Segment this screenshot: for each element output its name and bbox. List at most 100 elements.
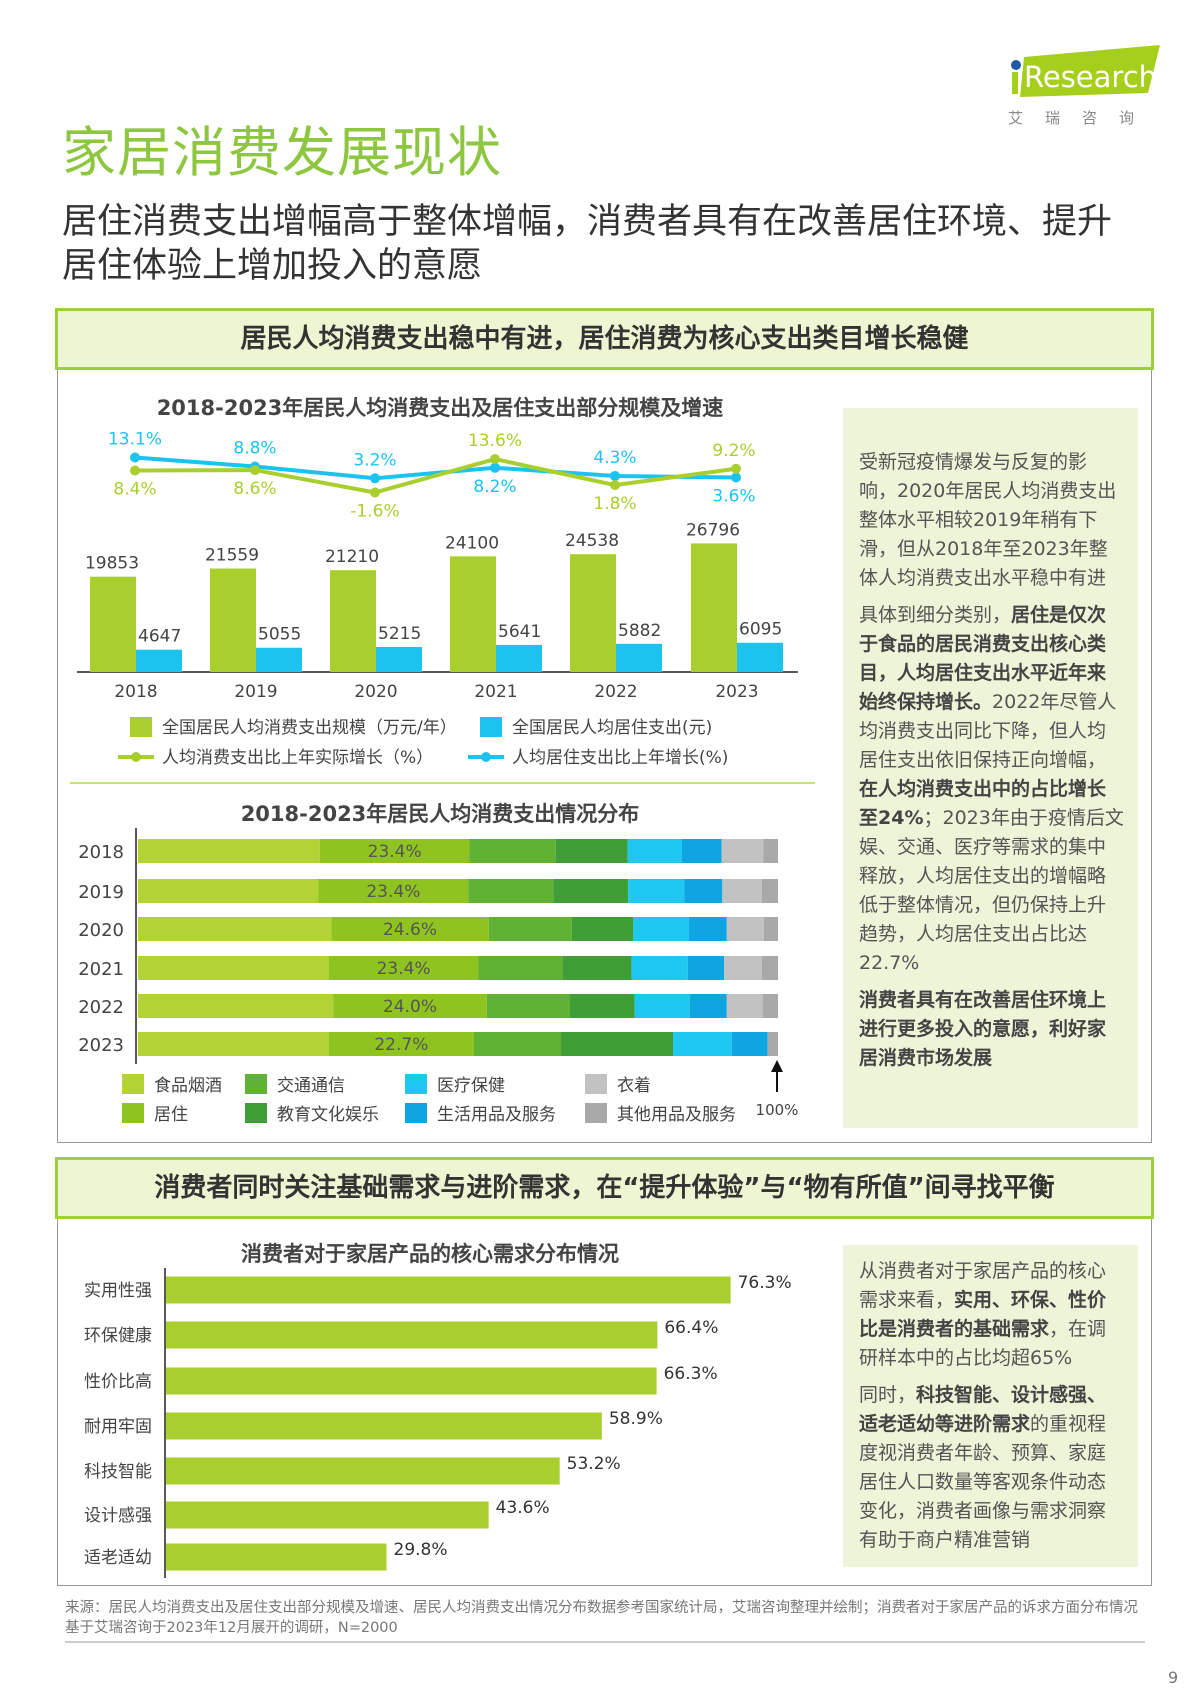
bar-value-label: 76.3% [738, 1273, 792, 1293]
segment-居住 [319, 839, 470, 863]
insight-paragraph: 具体到细分类别，居住是仅次于食品的居民消费支出核心类目，人均居住支出水平近年来始… [859, 601, 1124, 978]
line-data-label: 8.8% [233, 439, 276, 459]
bold-text: 居住是仅次于食品的居民消费支出核心类目，人均居住支出水平近年来始终保持增长。 [859, 604, 1107, 713]
line-data-label: 8.6% [233, 479, 276, 499]
bold-text: 科技智能、设计感强、适老适幼等进阶需求 [859, 1384, 1107, 1435]
bold-text: 消费者具有在改善居住环境上进行更多投入的意愿，利好家居消费市场发展 [859, 989, 1107, 1069]
segment-教育文化娱乐 [571, 917, 634, 941]
page-number: 9 [1168, 1668, 1179, 1687]
segment-其他用品及服务 [762, 956, 778, 980]
line-point [370, 487, 380, 498]
segment-交通通信 [478, 956, 563, 980]
bar-value-label: 43.6% [496, 1498, 550, 1518]
segment-衣着 [722, 879, 762, 903]
section-2-insight-panel: 从消费者对于家居产品的核心需求来看，实用、环保、性价比是消费者的基础需求，在调研… [843, 1245, 1138, 1567]
bar-label-consumption: 24538 [565, 531, 619, 551]
iresearch-logo-mark: Research 艾瑞咨询 [1008, 45, 1160, 127]
y-tick-label: 设计感强 [84, 1506, 152, 1526]
segment-教育文化娱乐 [555, 839, 628, 863]
x-tick-label: 2021 [474, 682, 517, 702]
segment-label: 24.6% [383, 920, 437, 940]
y-tick-label: 2022 [78, 997, 124, 1018]
text: ，在调研样本中的占比均超65% [859, 1318, 1107, 1369]
y-tick-label: 2021 [78, 959, 124, 980]
bar-label-housing: 5882 [618, 621, 661, 641]
total-label: 100% [756, 1101, 799, 1119]
line-data-label: 9.2% [712, 441, 755, 461]
bar-housing-2019 [256, 647, 302, 672]
segment-label: 24.0% [383, 997, 437, 1017]
line-point [610, 480, 620, 491]
segment-其他用品及服务 [762, 879, 778, 903]
chart1-title: 2018-2023年居民人均消费支出及居住支出部分规模及增速 [156, 396, 724, 420]
segment-医疗保健 [673, 1032, 732, 1056]
bar-housing-2022 [616, 643, 662, 672]
segment-交通通信 [474, 1032, 562, 1056]
y-tick-label: 实用性强 [84, 1281, 152, 1301]
segment-label: 22.7% [374, 1035, 428, 1055]
legend-swatch [405, 1074, 427, 1094]
legend-marker [131, 752, 141, 762]
insight-paragraph: 受新冠疫情爆发与反复的影响，2020年居民人均消费支出整体水平相较2019年稍有… [859, 451, 1117, 589]
y-tick-label: 耐用牢固 [84, 1417, 152, 1437]
segment-衣着 [726, 994, 763, 1018]
segment-居住 [331, 917, 489, 941]
bar-value-label: 29.8% [394, 1540, 448, 1560]
bar-label-consumption: 26796 [686, 520, 740, 540]
x-tick-label: 2020 [354, 682, 397, 702]
line-point [130, 452, 140, 463]
section-2-box [57, 1210, 1152, 1586]
segment-衣着 [724, 956, 762, 980]
legend-label: 全国居民人均消费支出规模（万元/年） [162, 718, 457, 738]
bar-consumption-2020 [330, 570, 376, 672]
bar-housing-2020 [376, 646, 422, 672]
text: ；2023年由于疫情后文娱、交通、医疗等需求的集中释放，人均居住支出的增幅略低于… [859, 807, 1124, 974]
line-point [250, 465, 260, 476]
text: 的重视程度视消费者年龄、预算、家庭居住人口数量等客观条件动态变化，消费者画像与需… [859, 1413, 1107, 1551]
line-data-label: -1.6% [350, 502, 399, 522]
y-tick-label: 2019 [78, 882, 124, 903]
segment-居住 [328, 956, 479, 980]
bar-housing-2018 [136, 649, 182, 672]
text: 具体到细分类别， [859, 604, 1012, 626]
segment-食品烟酒 [138, 956, 329, 980]
bold-text: 实用、环保、性价比是消费者的基础需求 [859, 1289, 1107, 1340]
svg-text:Research: Research [1024, 60, 1157, 94]
segment-生活用品及服务 [689, 917, 727, 941]
y-tick-label: 性价比高 [84, 1372, 152, 1392]
y-tick-label: 环保健康 [84, 1326, 152, 1346]
bar-housing-2021 [496, 644, 542, 672]
legend-swatch [130, 717, 152, 737]
bar-value-label: 66.4% [664, 1318, 718, 1338]
segment-生活用品及服务 [682, 839, 722, 863]
segment-医疗保健 [631, 956, 688, 980]
bar-consumption-2023 [691, 543, 737, 672]
segment-生活用品及服务 [731, 1032, 768, 1056]
y-tick-label: 2018 [78, 842, 124, 863]
line-point [370, 473, 380, 484]
svg-text:艾瑞咨询: 艾瑞咨询 [1008, 109, 1156, 127]
y-tick-label: 2023 [78, 1035, 124, 1056]
segment-其他用品及服务 [767, 1032, 778, 1056]
chart3-title: 消费者对于家居产品的核心需求分布情况 [241, 1242, 619, 1266]
legend-swatch [122, 1074, 144, 1094]
y-tick-label: 2020 [78, 920, 124, 941]
bar-label-consumption: 19853 [85, 554, 139, 574]
bar-housing-2023 [737, 642, 783, 672]
legend-label: 人均消费支出比上年实际增长（%） [162, 748, 433, 768]
insight-conclusion: 消费者具有在改善居住环境上进行更多投入的意愿，利好家居消费市场发展 [859, 986, 1124, 1073]
segment-医疗保健 [628, 879, 685, 903]
line-data-label: 3.6% [712, 486, 755, 506]
segment-教育文化娱乐 [570, 994, 635, 1018]
legend-label: 食品烟酒 [154, 1076, 222, 1096]
legend-swatch [480, 717, 502, 737]
segment-衣着 [726, 917, 764, 941]
legend-marker [481, 752, 491, 762]
bar-consumption-2018 [90, 576, 136, 672]
line-data-label: 4.3% [593, 448, 636, 468]
segment-食品烟酒 [138, 839, 320, 863]
bar-耐用牢固 [166, 1412, 602, 1440]
x-tick-label: 2018 [114, 682, 157, 702]
arrow-up-icon [771, 1060, 783, 1072]
